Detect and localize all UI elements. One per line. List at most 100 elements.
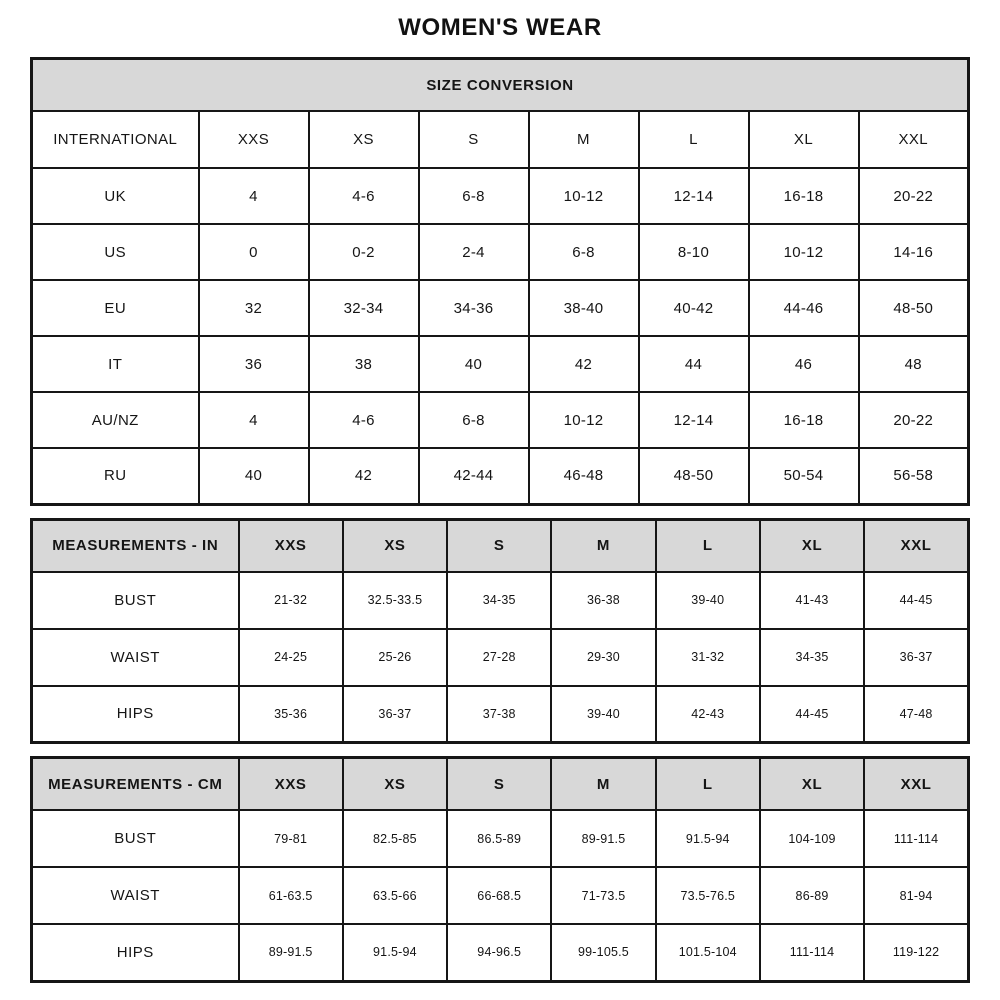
value-cell: 12-14 xyxy=(637,167,750,225)
value-cell: 86.5-89 xyxy=(446,809,553,868)
value-cell: 44-45 xyxy=(758,684,866,744)
value-cell: 20-22 xyxy=(857,391,970,449)
value-cell: 34-35 xyxy=(758,627,866,687)
value-cell: 40 xyxy=(417,335,530,393)
size-header-s: S xyxy=(446,518,553,573)
row-label: BUST xyxy=(30,570,240,630)
value-cell: 81-94 xyxy=(863,866,970,925)
measurements-cm-table: MEASUREMENTS - CM XXS XS S M L XL XXL BU… xyxy=(30,756,970,983)
size-chart-page: WOMEN'S WEAR SIZE CONVERSION INTERNATION… xyxy=(30,0,970,983)
table-row: EU 32 32-34 34-36 38-40 40-42 44-46 48-50 xyxy=(30,279,970,337)
size-conversion-band-row: SIZE CONVERSION xyxy=(30,57,970,112)
value-cell: 44 xyxy=(637,335,750,393)
value-cell: 6-8 xyxy=(417,167,530,225)
value-cell: 37-38 xyxy=(446,684,553,744)
value-cell: 73.5-76.5 xyxy=(654,866,761,925)
value-cell: 39-40 xyxy=(654,570,761,630)
size-header-xl: XL xyxy=(758,756,866,811)
value-cell: 50-54 xyxy=(747,447,860,505)
value-cell: 34-36 xyxy=(417,279,530,337)
value-cell: 14-16 xyxy=(857,223,970,281)
value-cell: 4 xyxy=(197,167,310,225)
value-cell: 111-114 xyxy=(758,923,866,982)
value-cell: 4-6 xyxy=(307,167,420,225)
value-cell: 42-43 xyxy=(654,684,761,744)
size-conversion-table: SIZE CONVERSION INTERNATIONAL XXS XS S M… xyxy=(30,57,970,506)
value-cell: 4 xyxy=(197,391,310,449)
value-cell: 89-91.5 xyxy=(550,809,657,868)
value-cell: 10-12 xyxy=(527,167,640,225)
value-cell: 119-122 xyxy=(863,923,970,982)
size-header-xl: XL xyxy=(758,518,866,573)
value-cell: 71-73.5 xyxy=(550,866,657,925)
value-cell: 99-105.5 xyxy=(550,923,657,982)
measurements-in-header-row: MEASUREMENTS - IN XXS XS S M L XL XXL xyxy=(30,518,970,573)
value-cell: 36 xyxy=(197,335,310,393)
value-cell: 44-46 xyxy=(747,279,860,337)
size-header-xs: XS xyxy=(341,518,449,573)
table-row: US 0 0-2 2-4 6-8 8-10 10-12 14-16 xyxy=(30,223,970,281)
value-cell: 89-91.5 xyxy=(237,923,344,982)
value-cell: 101.5-104 xyxy=(654,923,761,982)
table-row: WAIST 24-25 25-26 27-28 29-30 31-32 34-35 36-37 xyxy=(30,627,970,687)
row-label: WAIST xyxy=(30,866,240,925)
table-row: HIPS 89-91.5 91.5-94 94-96.5 99-105.5 101.5-1… xyxy=(30,923,970,982)
value-cell: 36-37 xyxy=(341,684,449,744)
value-cell: 39-40 xyxy=(550,684,657,744)
size-header-xxs: XXS xyxy=(237,518,344,573)
table-row: WAIST 61-63.5 63.5-66 66-68.5 71-73.5 73.5-76… xyxy=(30,866,970,925)
value-cell: 10-12 xyxy=(747,223,860,281)
page-title: WOMEN'S WEAR xyxy=(398,14,602,41)
value-cell: 47-48 xyxy=(863,684,970,744)
value-cell: 31-32 xyxy=(654,627,761,687)
row-label: RU xyxy=(30,447,200,505)
value-cell: 0-2 xyxy=(307,223,420,281)
value-cell: 34-35 xyxy=(446,570,553,630)
size-header-m: M xyxy=(550,518,657,573)
value-cell: 48 xyxy=(857,335,970,393)
value-cell: 24-25 xyxy=(237,627,344,687)
table-row: HIPS 35-36 36-37 37-38 39-40 42-43 44-45 47-48 xyxy=(30,684,970,744)
value-cell: 0 xyxy=(197,223,310,281)
value-cell: 36-38 xyxy=(550,570,657,630)
table-row: BUST 21-32 32.5-33.5 34-35 36-38 39-40 41-43 44… xyxy=(30,570,970,630)
measurements-cm-title: MEASUREMENTS - CM xyxy=(30,756,240,811)
size-header-l: L xyxy=(654,518,761,573)
column-header-s: S xyxy=(417,110,530,169)
value-cell: 104-109 xyxy=(758,809,866,868)
size-header-s: S xyxy=(446,756,553,811)
size-header-xxs: XXS xyxy=(237,756,344,811)
measurements-cm-header-row: MEASUREMENTS - CM XXS XS S M L XL XXL xyxy=(30,756,970,811)
table-row: UK 4 4-6 6-8 10-12 12-14 16-18 20-22 xyxy=(30,167,970,225)
value-cell: 21-32 xyxy=(237,570,344,630)
value-cell: 8-10 xyxy=(637,223,750,281)
row-label: WAIST xyxy=(30,627,240,687)
table-row: AU/NZ 4 4-6 6-8 10-12 12-14 16-18 20-22 xyxy=(30,391,970,449)
measurements-in-title: MEASUREMENTS - IN xyxy=(30,518,240,573)
value-cell: 82.5-85 xyxy=(341,809,449,868)
row-label: HIPS xyxy=(30,923,240,982)
size-header-m: M xyxy=(550,756,657,811)
size-header-xxl: XXL xyxy=(863,756,970,811)
value-cell: 35-36 xyxy=(237,684,344,744)
value-cell: 32 xyxy=(197,279,310,337)
value-cell: 44-45 xyxy=(863,570,970,630)
value-cell: 32-34 xyxy=(307,279,420,337)
value-cell: 86-89 xyxy=(758,866,866,925)
value-cell: 46-48 xyxy=(527,447,640,505)
value-cell: 27-28 xyxy=(446,627,553,687)
row-label: HIPS xyxy=(30,684,240,744)
value-cell: 66-68.5 xyxy=(446,866,553,925)
column-header-xxs: XXS xyxy=(197,110,310,169)
value-cell: 38-40 xyxy=(527,279,640,337)
size-header-xxl: XXL xyxy=(863,518,970,573)
column-header-xl: XL xyxy=(747,110,860,169)
value-cell: 61-63.5 xyxy=(237,866,344,925)
value-cell: 6-8 xyxy=(417,391,530,449)
value-cell: 10-12 xyxy=(527,391,640,449)
row-label: UK xyxy=(30,167,200,225)
value-cell: 91.5-94 xyxy=(654,809,761,868)
table-row: BUST 79-81 82.5-85 86.5-89 89-91.5 91.5-94 104… xyxy=(30,809,970,868)
row-label: EU xyxy=(30,279,200,337)
row-label: US xyxy=(30,223,200,281)
